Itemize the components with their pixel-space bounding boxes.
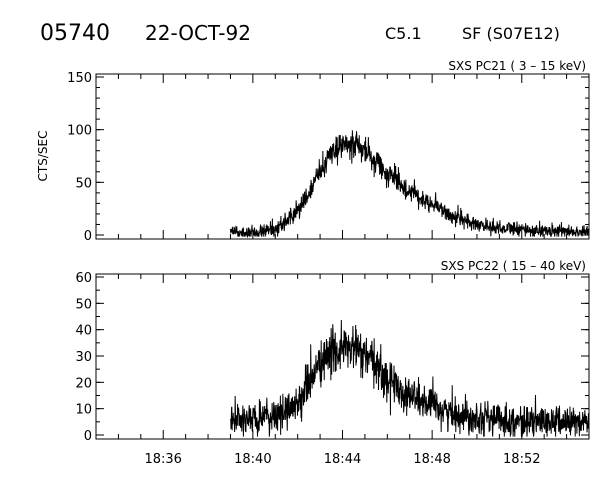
plot-frame-pc22	[95, 273, 590, 440]
x-axis-pc21	[95, 74, 590, 239]
plot-frame-pc21	[95, 73, 590, 240]
x-axis-pc22: 18:36 18:40 18:44 18:48 18:52	[95, 274, 590, 467]
series-line-pc21	[229, 130, 590, 239]
panel-title-pc21: SXS PC21 ( 3 – 15 keV)	[448, 59, 586, 73]
y-tick-label: 0	[84, 229, 92, 244]
panel-title-pc22: SXS PC22 ( 15 – 40 keV)	[441, 259, 586, 273]
y-tick-label: 150	[67, 71, 92, 86]
y-tick-label: 0	[84, 429, 92, 444]
y-tick-label: 20	[75, 376, 92, 391]
panel-pc21: SXS PC21 ( 3 – 15 keV) 0 50 100 150 CTS/SEC	[36, 59, 590, 244]
figure-header: 05740 22-OCT-92 C5.1 SF (S07E12)	[40, 21, 560, 46]
y-axis-pc21: 0 50 100 150	[67, 71, 589, 244]
y-tick-label: 30	[75, 350, 92, 365]
x-tick-label: 18:44	[324, 452, 361, 467]
flare-class: C5.1	[385, 24, 422, 43]
y-tick-label: 50	[75, 297, 92, 312]
event-id: 05740	[40, 21, 110, 46]
x-tick-label: 18:40	[234, 452, 271, 467]
x-tick-label: 18:52	[503, 452, 540, 467]
panel-pc22: SXS PC22 ( 15 – 40 keV) 0 10 20 30 40 50 60 18…	[75, 259, 590, 467]
y-axis-label-pc21: CTS/SEC	[36, 131, 50, 182]
event-date: 22-OCT-92	[145, 21, 251, 45]
y-tick-label: 40	[75, 324, 92, 339]
flare-location: SF (S07E12)	[462, 24, 560, 43]
y-tick-label: 50	[75, 176, 92, 191]
y-tick-label: 100	[67, 124, 92, 139]
x-tick-label: 18:48	[413, 452, 450, 467]
x-tick-label: 18:36	[144, 452, 181, 467]
y-tick-label: 60	[75, 271, 92, 286]
y-tick-label: 10	[75, 403, 92, 418]
series-line-pc22	[229, 319, 590, 437]
